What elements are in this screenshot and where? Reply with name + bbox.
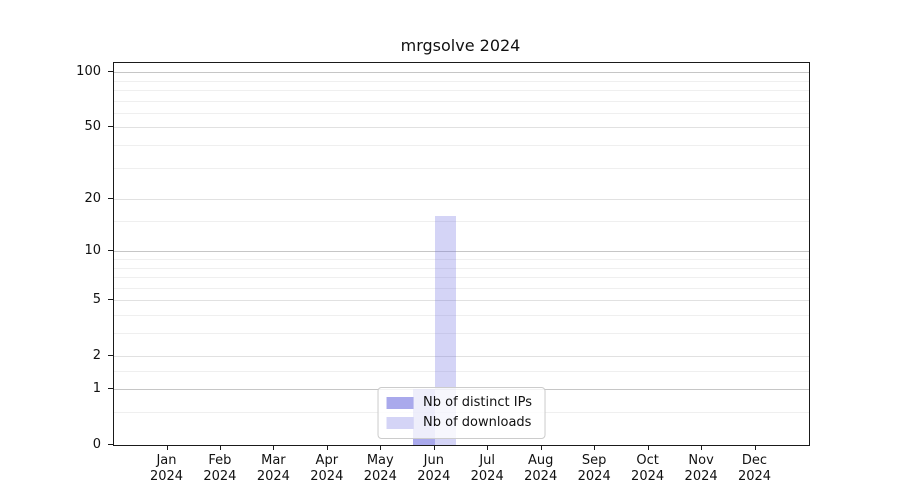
x-tick-year: 2024: [310, 469, 344, 484]
x-tick-month: Apr: [315, 453, 339, 468]
x-tick-label: Jan 2024: [137, 453, 197, 485]
x-tick-month: May: [366, 453, 394, 468]
x-tick-year: 2024: [363, 469, 397, 484]
gridline: [114, 356, 809, 358]
x-tick-mark: [540, 445, 542, 450]
legend-item-downloads: Nb of downloads: [386, 413, 532, 433]
legend-item-distinct-ips: Nb of distinct IPs: [386, 393, 532, 413]
y-tick-label: 20: [84, 190, 101, 206]
x-tick-year: 2024: [684, 469, 718, 484]
x-tick-mark: [647, 445, 649, 450]
x-tick-label: Mar 2024: [243, 453, 303, 485]
gridline: [114, 251, 809, 253]
chart-title: mrgsolve 2024: [400, 36, 521, 55]
x-tick-month: Jan: [156, 453, 177, 468]
y-tick-label: 10: [84, 242, 101, 258]
gridline: [114, 144, 809, 146]
y-tick-mark: [108, 355, 113, 357]
x-tick-label: Jun 2024: [404, 453, 464, 485]
x-tick-month: Nov: [688, 453, 714, 468]
gridline: [114, 89, 809, 91]
legend-swatch-downloads: [386, 417, 414, 429]
x-tick-year: 2024: [149, 469, 184, 484]
x-tick-year: 2024: [577, 469, 611, 484]
legend-label-downloads: Nb of downloads: [423, 415, 532, 430]
x-tick-month: Oct: [636, 453, 659, 468]
gridline: [114, 127, 809, 129]
y-tick-mark: [108, 299, 113, 301]
x-tick-mark: [594, 445, 596, 450]
plot-area: Nb of distinct IPs Nb of downloads: [113, 62, 810, 446]
x-tick-year: 2024: [203, 469, 237, 484]
gridline: [114, 112, 809, 114]
y-tick-mark: [108, 198, 113, 199]
x-tick-label: Nov 2024: [671, 453, 731, 485]
legend-label-distinct-ips: Nb of distinct IPs: [423, 395, 532, 410]
x-tick-label: May 2024: [350, 453, 410, 485]
legend: Nb of distinct IPs Nb of downloads: [377, 387, 546, 439]
x-tick-mark: [273, 445, 275, 450]
y-tick-mark: [108, 444, 113, 445]
gridline: [114, 72, 809, 74]
y-tick-label: 5: [92, 291, 101, 307]
gridline: [114, 333, 809, 334]
gridline: [114, 167, 809, 169]
legend-swatch-distinct-ips: [386, 397, 414, 409]
x-tick-mark: [326, 445, 328, 450]
y-tick-label: 1: [92, 380, 101, 396]
x-tick-month: Jun: [423, 453, 444, 468]
x-tick-label: Apr 2024: [297, 453, 357, 485]
gridline: [114, 314, 809, 316]
x-tick-year: 2024: [256, 469, 290, 484]
y-tick-label: 2: [92, 347, 101, 363]
y-tick-mark: [108, 388, 113, 389]
y-tick-label: 100: [76, 63, 101, 79]
gridline: [114, 300, 809, 302]
x-tick-month: Dec: [741, 453, 768, 468]
y-tick-label: 0: [92, 436, 101, 452]
x-tick-mark: [754, 445, 756, 450]
x-tick-year: 2024: [524, 469, 558, 484]
x-tick-mark: [433, 445, 435, 450]
y-tick-mark: [108, 126, 113, 128]
gridline: [114, 258, 809, 260]
x-tick-month: Jul: [479, 453, 496, 468]
gridline: [114, 199, 809, 200]
x-tick-label: Sep 2024: [564, 453, 624, 485]
x-tick-month: Mar: [261, 453, 286, 468]
gridline: [114, 100, 809, 102]
x-tick-month: Aug: [527, 453, 554, 468]
x-tick-label: Feb 2024: [190, 453, 250, 485]
x-tick-year: 2024: [417, 469, 451, 484]
x-tick-month: Feb: [208, 453, 232, 468]
y-tick-mark: [108, 71, 113, 73]
x-tick-mark: [219, 445, 221, 450]
y-tick-label: 50: [84, 118, 101, 134]
gridline: [114, 371, 809, 372]
x-tick-label: Oct 2024: [618, 453, 678, 485]
y-tick-mark: [108, 250, 113, 252]
x-tick-label: Jul 2024: [457, 453, 517, 485]
gridline: [114, 80, 809, 82]
x-tick-year: 2024: [631, 469, 665, 484]
x-tick-year: 2024: [737, 469, 772, 484]
x-tick-mark: [701, 445, 703, 450]
x-tick-mark: [487, 445, 489, 450]
x-tick-month: Sep: [581, 453, 607, 468]
x-tick-label: Aug 2024: [511, 453, 571, 485]
gridline: [114, 277, 809, 278]
x-tick-mark: [166, 445, 168, 450]
gridline: [114, 287, 809, 289]
x-tick-mark: [380, 445, 382, 450]
x-tick-year: 2024: [470, 469, 504, 484]
gridline: [114, 267, 809, 269]
x-tick-label: Dec 2024: [725, 453, 785, 485]
gridline: [114, 221, 809, 222]
